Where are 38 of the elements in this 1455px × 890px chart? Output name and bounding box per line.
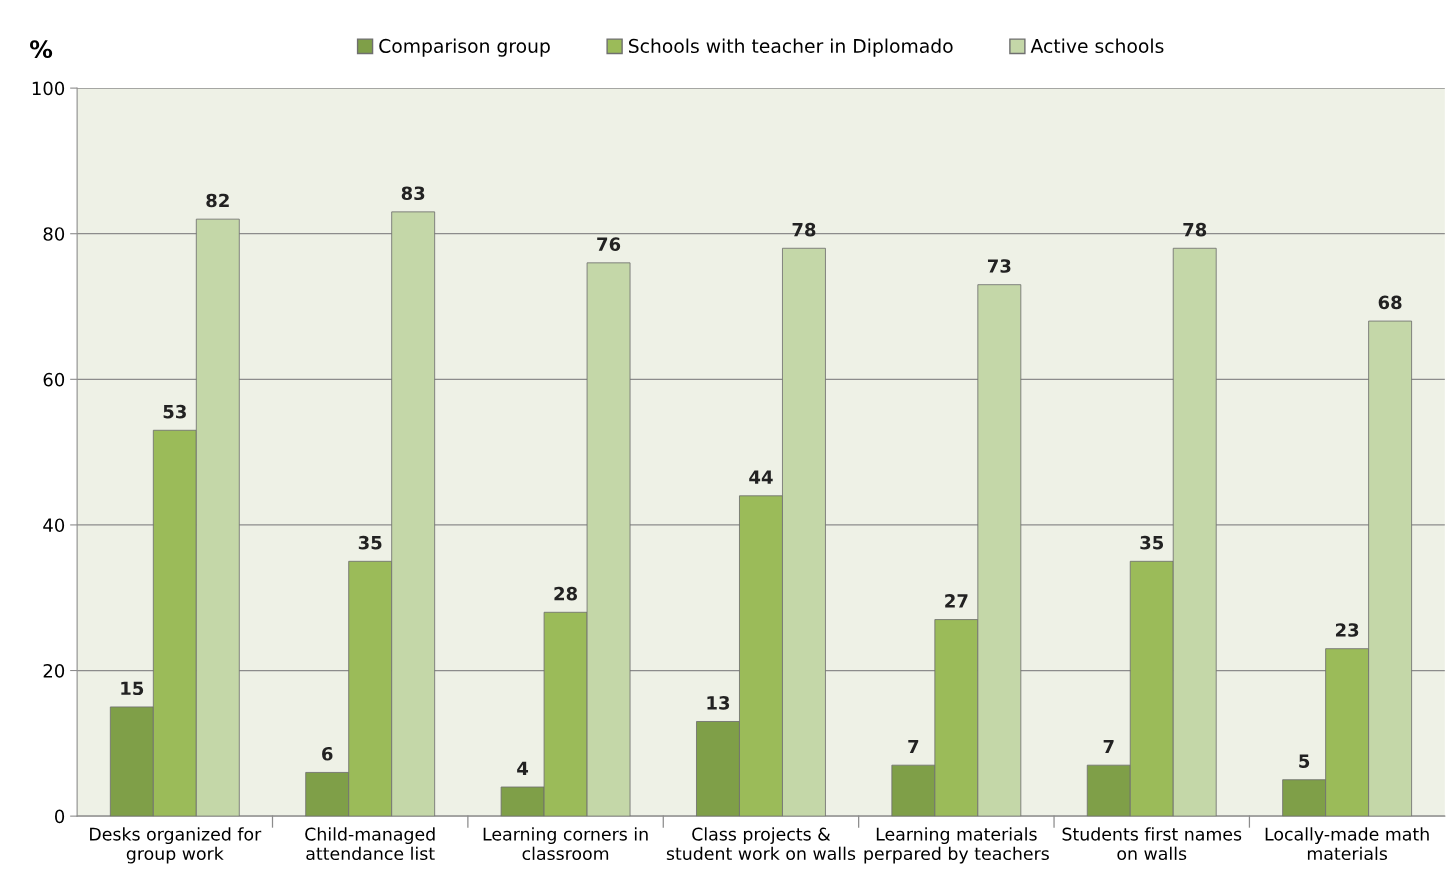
x-tick-label: Class projects & student work on walls	[666, 827, 856, 861]
y-tick-label: 0	[55, 809, 65, 824]
data-label: 23	[1335, 623, 1359, 637]
data-label: 13	[707, 696, 730, 710]
data-label: 5	[1299, 754, 1310, 768]
y-tick-label: 40	[43, 518, 65, 533]
data-label: 4	[517, 761, 529, 775]
data-label: 7	[908, 739, 919, 754]
y-tick-label: 60	[43, 372, 65, 387]
data-label: 83	[401, 186, 425, 201]
data-label: 78	[1183, 222, 1207, 237]
data-label: 28	[554, 586, 578, 601]
y-tick-label: 20	[43, 663, 65, 678]
data-label: 35	[358, 535, 382, 550]
x-tick-label: Learning materials perpared by teachers	[864, 827, 1049, 864]
data-label: 27	[945, 594, 968, 608]
legend-label: Comparison group	[379, 38, 550, 57]
data-label: 44	[749, 470, 773, 484]
y-tick-label: 80	[43, 227, 65, 241]
x-tick-label: Desks organized for group work	[90, 827, 262, 864]
data-label: 73	[987, 259, 1011, 273]
data-label: 53	[163, 404, 186, 419]
data-label: 7	[1103, 739, 1114, 754]
data-label: 15	[121, 681, 144, 696]
legend-label: Schools with teacher in Diplomado	[628, 38, 953, 57]
data-label: 35	[1140, 535, 1164, 550]
y-tick-label: 100	[32, 81, 65, 96]
data-label: 68	[1378, 295, 1402, 310]
y-axis-title: %	[30, 40, 53, 59]
x-tick-label: Students first names on walls	[1062, 827, 1242, 861]
x-tick-label: Child-managed attendance list	[305, 827, 435, 861]
data-label: 6	[322, 746, 333, 761]
data-label: 82	[206, 193, 229, 208]
data-label: 78	[792, 222, 816, 237]
x-tick-label: Learning corners in classroom	[483, 827, 648, 861]
legend-label: Active schools	[1030, 38, 1164, 54]
x-tick-label: Locally-made math materials	[1265, 827, 1429, 861]
data-label: 76	[597, 237, 621, 251]
